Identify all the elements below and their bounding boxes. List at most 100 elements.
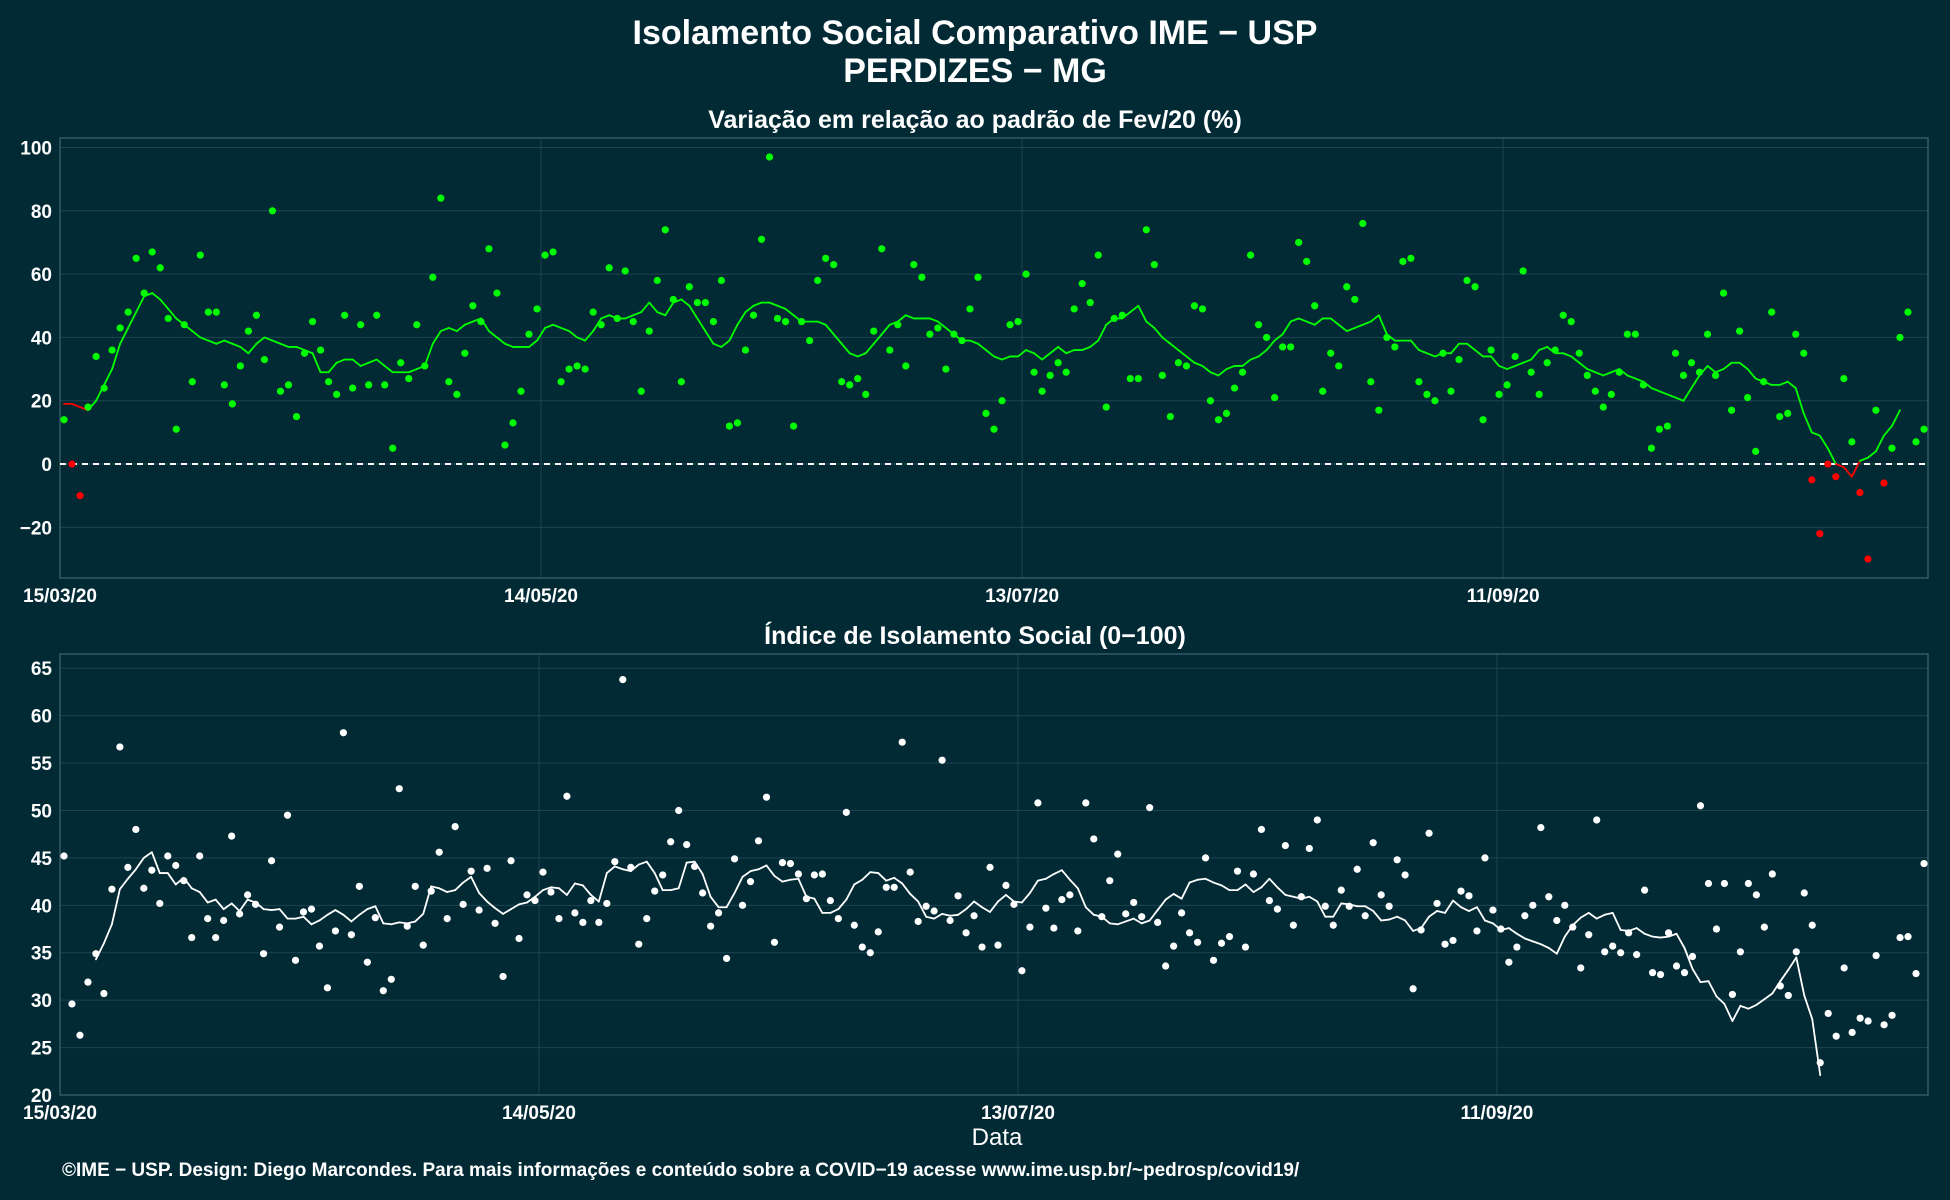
bottom-trend-segment-153: [1316, 900, 1327, 918]
bottom-point-213: [1760, 923, 1768, 931]
bottom-trend-segment-29: [326, 909, 337, 916]
bottom-trend-segment-204: [1723, 1003, 1734, 1022]
bottom-point-75: [659, 871, 667, 879]
top-point-217: [1800, 349, 1808, 357]
top-point-209: [1735, 327, 1744, 335]
bottom-point-183: [1521, 912, 1529, 920]
bottom-point-70: [619, 676, 627, 684]
top-point-64: [573, 362, 581, 370]
bottom-trend-segment-205: [1731, 1004, 1742, 1022]
bottom-point-62: [555, 915, 563, 923]
top-trend-segment-39: [375, 358, 386, 367]
bottom-point-66: [587, 896, 595, 905]
bottom-trend-segment-123: [1076, 887, 1087, 909]
bottom-trend-segment-21: [262, 908, 273, 911]
bottom-trend-segment-136: [1180, 881, 1191, 900]
bottom-point-153: [1281, 841, 1289, 850]
bottom-point-94: [810, 871, 818, 879]
top-point-91: [789, 422, 798, 430]
top-trend-segment-84: [736, 311, 747, 326]
top-point-19: [212, 308, 220, 316]
top-trend-segment-47: [439, 327, 450, 332]
bottom-point-168: [1401, 871, 1409, 879]
top-point-2: [76, 492, 84, 500]
top-point-34: [332, 390, 341, 399]
top-point-3: [84, 403, 92, 411]
bottom-point-49: [451, 823, 459, 831]
bottom-trend-segment-85: [773, 875, 784, 883]
top-trend-segment-192: [1602, 371, 1613, 377]
bottom-point-222: [1832, 1032, 1840, 1040]
top-point-38: [365, 381, 373, 389]
bottom-point-111: [946, 916, 954, 925]
top-trend-segment-115: [985, 349, 995, 358]
top-trend-segment-62: [560, 327, 570, 332]
top-point-70: [621, 267, 629, 275]
top-point-141: [1190, 302, 1199, 310]
bottom-point-150: [1257, 825, 1266, 834]
top-trend-segment-163: [1369, 314, 1380, 323]
top-trend-segment-70: [624, 314, 635, 320]
bottom-point-110: [938, 756, 946, 764]
top-point-87: [757, 235, 766, 243]
bottom-trend-segment-173: [1476, 906, 1486, 922]
bottom-point-132: [1114, 850, 1122, 858]
top-point-145: [1222, 409, 1231, 417]
top-point-74: [653, 276, 661, 285]
bottom-point-29: [291, 956, 300, 964]
top-trend-segment-114: [977, 342, 987, 351]
top-trend-segment-222: [1842, 466, 1853, 478]
top-trend-segment-18: [207, 339, 218, 345]
top-trend-segment-72: [640, 301, 651, 314]
bottom-point-2: [76, 1031, 84, 1039]
top-trend-segment-203: [1690, 374, 1701, 389]
bottom-point-144: [1209, 956, 1218, 964]
top-point-119: [1014, 317, 1022, 326]
bottom-trend-segment-79: [725, 892, 736, 909]
bottom-point-131: [1106, 877, 1114, 885]
bottom-point-128: [1082, 799, 1090, 807]
bottom-point-130: [1098, 913, 1106, 921]
top-trend-segment-155: [1305, 320, 1316, 326]
top-trend-segment-152: [1281, 320, 1292, 336]
bottom-point-231: [1904, 933, 1912, 941]
bottom-trend-segment-149: [1284, 893, 1295, 898]
top-point-151: [1271, 393, 1279, 402]
top-trend-segment-182: [1522, 358, 1533, 364]
bottom-point-148: [1241, 943, 1250, 951]
top-point-83: [725, 422, 734, 430]
bottom-trend-segment-135: [1172, 893, 1183, 900]
bottom-trend-segment-59: [566, 882, 576, 896]
bottom-y-tick-label-1: 25: [31, 1039, 53, 1060]
top-point-92: [797, 317, 806, 326]
bottom-trend-segment-209: [1763, 992, 1774, 1001]
bottom-trend-segment-15: [214, 898, 225, 911]
top-point-0: [60, 416, 68, 424]
top-point-197: [1639, 381, 1647, 389]
bottom-trend-segment-177: [1507, 927, 1518, 935]
bottom-point-145: [1217, 939, 1226, 947]
top-trend-segment-199: [1658, 390, 1669, 396]
top-point-54: [493, 289, 501, 297]
bottom-point-195: [1617, 949, 1625, 957]
top-point-117: [998, 397, 1006, 405]
bottom-point-43: [403, 922, 411, 930]
bottom-trend-segment-124: [1084, 906, 1095, 916]
bottom-trend-segment-116: [1021, 892, 1031, 904]
top-point-57: [517, 387, 525, 395]
top-point-220: [1824, 460, 1832, 468]
bottom-point-141: [1185, 929, 1194, 937]
top-trend-segment-161: [1353, 323, 1364, 329]
footer-credit: ©IME − USP. Design: Diego Marcondes. Par…: [62, 1160, 1300, 1181]
top-point-112: [958, 336, 966, 345]
bottom-trend-segment-121: [1060, 869, 1071, 881]
bottom-trend-segment-181: [1539, 943, 1550, 949]
top-trend-segment-150: [1265, 339, 1276, 351]
bottom-trend-segment-52: [510, 903, 520, 911]
top-point-211: [1752, 447, 1760, 455]
bottom-point-151: [1265, 896, 1274, 905]
bottom-trend-segment-119: [1044, 873, 1055, 880]
bottom-point-96: [826, 896, 834, 905]
top-trend-segment-117: [1001, 355, 1011, 361]
top-point-84: [733, 419, 742, 427]
